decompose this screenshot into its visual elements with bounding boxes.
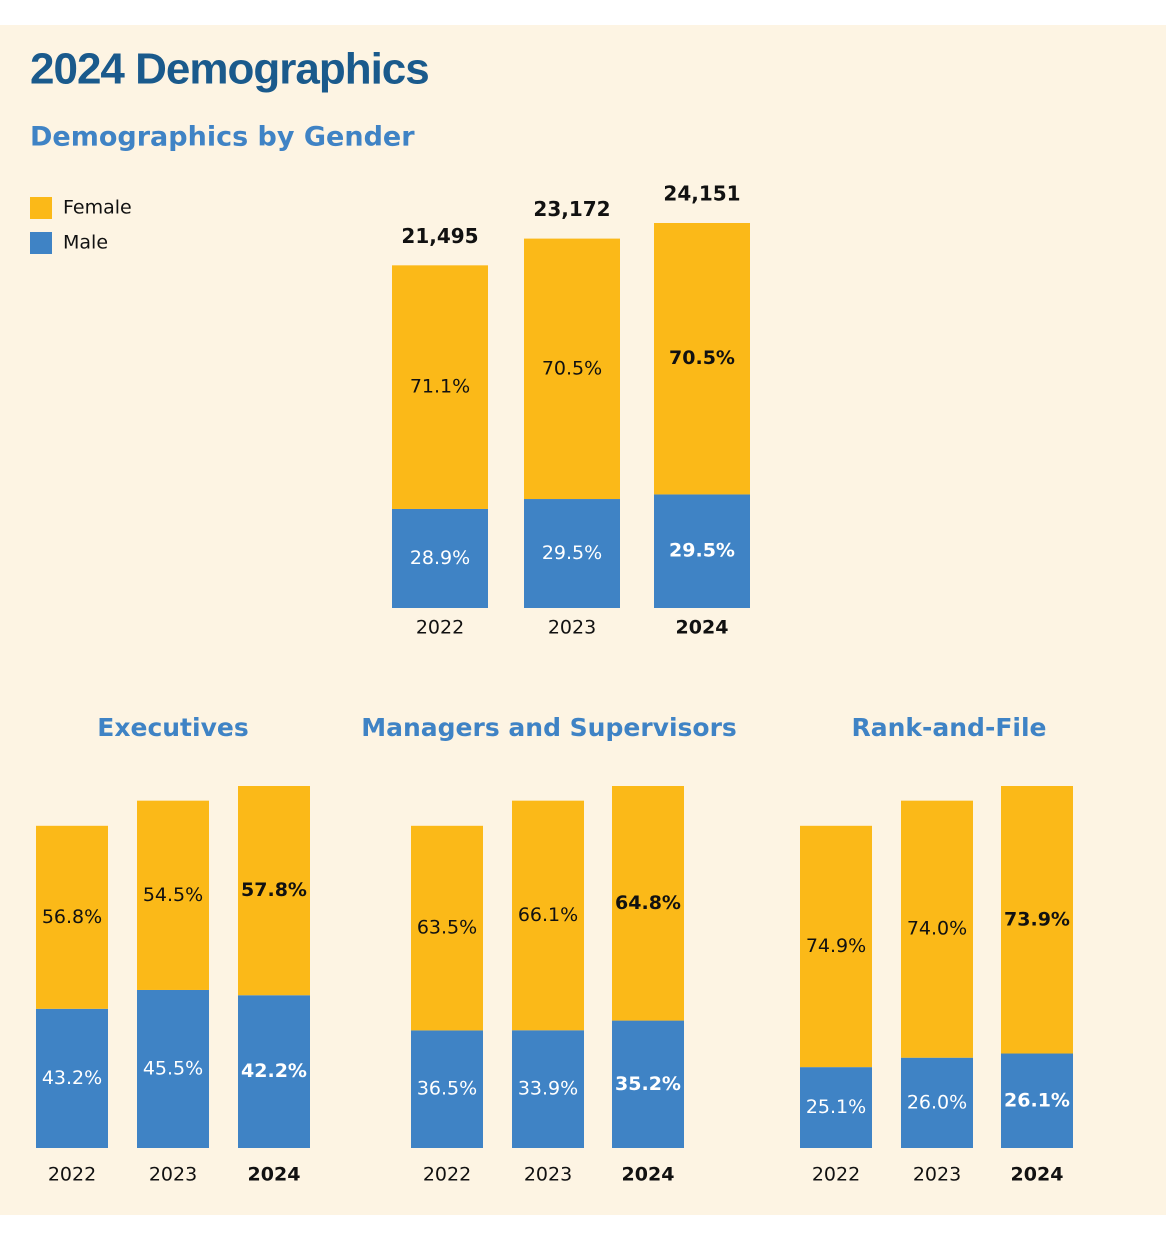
value-label: 29.5% bbox=[669, 540, 735, 562]
value-label: 25.1% bbox=[806, 1096, 866, 1118]
value-label: 26.1% bbox=[1004, 1089, 1070, 1111]
bar-segment bbox=[392, 508, 488, 608]
value-label: 28.9% bbox=[410, 547, 470, 569]
bar-segment bbox=[238, 995, 310, 1148]
x-tick-label: 2024 bbox=[248, 1164, 301, 1186]
page-title: 2024 Demographics bbox=[30, 45, 429, 94]
value-label: 70.5% bbox=[542, 357, 602, 379]
value-label: 42.2% bbox=[241, 1060, 307, 1082]
bar-segment bbox=[137, 800, 209, 990]
bar-segment bbox=[612, 786, 684, 1021]
chart-title: Demographics by Gender bbox=[30, 122, 415, 153]
value-label: 35.2% bbox=[615, 1073, 681, 1095]
value-label: 71.1% bbox=[410, 376, 470, 398]
total-label: 24,151 bbox=[663, 182, 740, 206]
x-tick-label: 2022 bbox=[416, 617, 464, 639]
legend-swatch bbox=[30, 232, 52, 254]
bar-segment bbox=[1001, 1053, 1073, 1148]
bar-segment bbox=[36, 1008, 108, 1148]
bar-segment bbox=[411, 1030, 483, 1148]
bar-segment bbox=[654, 494, 750, 608]
chart-title: Rank-and-File bbox=[851, 713, 1046, 742]
bar-segment bbox=[392, 265, 488, 509]
x-tick-label: 2023 bbox=[524, 1164, 572, 1186]
x-tick-label: 2024 bbox=[1011, 1164, 1064, 1186]
value-label: 56.8% bbox=[42, 906, 102, 928]
x-tick-label: 2022 bbox=[812, 1164, 860, 1186]
total-label: 21,495 bbox=[401, 224, 478, 248]
value-label: 54.5% bbox=[143, 884, 203, 906]
value-label: 74.0% bbox=[907, 918, 967, 940]
total-label: 23,172 bbox=[533, 197, 610, 221]
bar-segment bbox=[901, 1057, 973, 1148]
chart-title: Executives bbox=[97, 713, 248, 742]
x-tick-label: 2024 bbox=[622, 1164, 675, 1186]
bar-segment bbox=[654, 223, 750, 495]
value-label: 64.8% bbox=[615, 892, 681, 914]
value-label: 57.8% bbox=[241, 879, 307, 901]
legend-swatch bbox=[30, 197, 52, 219]
bar-segment bbox=[800, 1067, 872, 1148]
legend-label: Female bbox=[63, 197, 132, 219]
value-label: 70.5% bbox=[669, 347, 735, 369]
value-label: 43.2% bbox=[42, 1067, 102, 1089]
value-label: 26.0% bbox=[907, 1091, 967, 1113]
value-label: 66.1% bbox=[518, 904, 578, 926]
x-tick-label: 2024 bbox=[676, 617, 729, 639]
bar-segment bbox=[901, 800, 973, 1058]
bar-segment bbox=[612, 1020, 684, 1148]
chart-title: Managers and Supervisors bbox=[361, 713, 737, 742]
x-tick-label: 2023 bbox=[149, 1164, 197, 1186]
x-tick-label: 2022 bbox=[423, 1164, 471, 1186]
bar-segment bbox=[1001, 786, 1073, 1054]
bar-segment bbox=[512, 1030, 584, 1148]
value-label: 45.5% bbox=[143, 1057, 203, 1079]
value-label: 73.9% bbox=[1004, 908, 1070, 930]
x-tick-label: 2023 bbox=[913, 1164, 961, 1186]
bar-segment bbox=[238, 786, 310, 996]
x-tick-label: 2022 bbox=[48, 1164, 96, 1186]
bar-segment bbox=[524, 238, 620, 500]
x-tick-label: 2023 bbox=[548, 617, 596, 639]
value-label: 29.5% bbox=[542, 542, 602, 564]
value-label: 36.5% bbox=[417, 1078, 477, 1100]
value-label: 63.5% bbox=[417, 917, 477, 939]
value-label: 74.9% bbox=[806, 935, 866, 957]
legend-label: Male bbox=[63, 232, 108, 254]
bar-segment bbox=[524, 499, 620, 608]
bar-segment bbox=[36, 825, 108, 1009]
bar-segment bbox=[137, 989, 209, 1148]
bar-segment bbox=[512, 800, 584, 1031]
value-label: 33.9% bbox=[518, 1078, 578, 1100]
bar-segment bbox=[800, 825, 872, 1068]
bar-segment bbox=[411, 825, 483, 1031]
